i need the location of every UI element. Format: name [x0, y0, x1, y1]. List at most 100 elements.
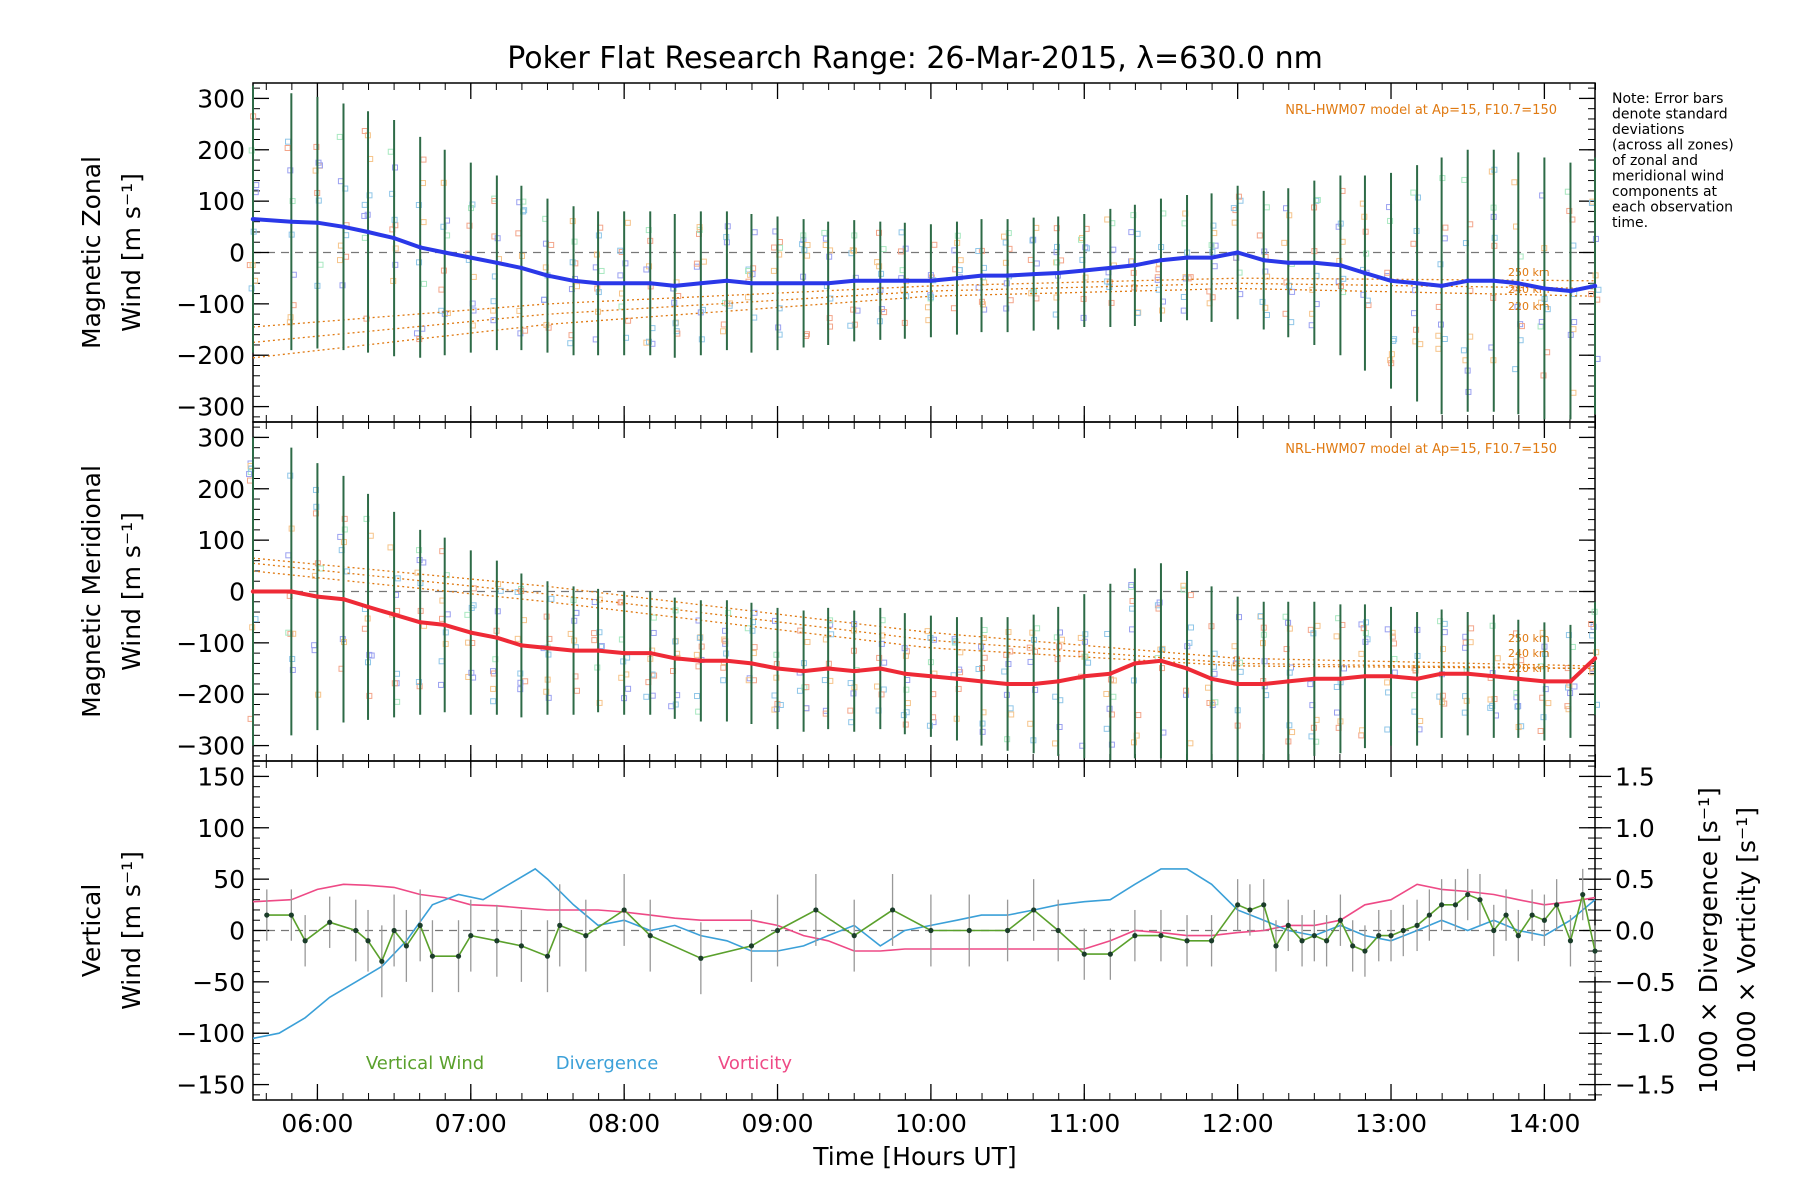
zone-sample [1029, 237, 1036, 244]
zone-sample [442, 640, 449, 647]
zonal-wind-point [1568, 288, 1573, 294]
zone-sample [1032, 686, 1039, 693]
zone-sample [596, 699, 603, 706]
zonal-wind-point [1082, 268, 1087, 273]
zone-sample [598, 267, 605, 274]
zone-sample [1054, 243, 1061, 250]
zone-sample [1129, 626, 1136, 633]
zone-sample [618, 674, 625, 681]
zone-sample [413, 330, 420, 337]
zone-sample [341, 526, 348, 533]
note-line: Note: Error bars [1612, 91, 1723, 107]
vertical-wind-point [966, 927, 972, 934]
vertical-wind-point [1465, 891, 1471, 898]
zone-sample [1003, 305, 1010, 312]
y-tick-label: 100 [197, 187, 245, 216]
zone-sample [344, 568, 351, 575]
zone-sample [470, 273, 477, 280]
note-line: components at [1612, 184, 1718, 200]
vertical-wind-point [1350, 943, 1356, 949]
vertical-wind-point [1477, 897, 1483, 903]
zonal-wind-point [801, 281, 806, 286]
zone-sample [1026, 644, 1033, 651]
zone-sample [574, 283, 581, 290]
zone-sample [416, 547, 423, 554]
y-tick-label: −300 [176, 732, 245, 761]
zone-sample [720, 664, 727, 671]
zone-sample [773, 674, 780, 681]
zone-sample [490, 307, 497, 314]
zone-sample [880, 686, 887, 693]
y-tick-label: 0 [229, 578, 245, 607]
zone-sample [438, 658, 445, 665]
zone-sample [770, 267, 777, 274]
zone-sample [543, 688, 550, 695]
note-line: of zonal and [1612, 153, 1698, 169]
zone-sample [596, 629, 603, 636]
zonal-wind-point [648, 281, 653, 286]
vertical-wind-point [518, 943, 525, 949]
zone-sample [312, 510, 319, 517]
zone-sample [1341, 665, 1348, 672]
zone-sample [317, 261, 324, 268]
zonal-wind-point [698, 281, 704, 286]
meridional-wind-point [315, 594, 320, 599]
zone-sample [285, 552, 292, 559]
zone-sample [979, 728, 986, 735]
meridional-wind-point [1108, 671, 1113, 676]
zone-sample [1187, 624, 1194, 631]
zone-sample [1384, 726, 1391, 733]
legend-entry: Divergence [556, 1053, 659, 1074]
zone-sample [645, 227, 652, 234]
zone-sample [1211, 263, 1218, 270]
panel-vertical: 150 100 50 0 −50 −100 −150 Vertical Wind [m s⁻¹]… [77, 760, 1761, 1138]
y-tick-label: 0 [229, 917, 245, 946]
zone-sample [931, 241, 938, 248]
zone-sample [1570, 326, 1577, 333]
y-tick-label: −100 [176, 1019, 245, 1048]
meridional-wind-point [801, 668, 806, 674]
zone-sample [1052, 740, 1059, 747]
y-tick-label: 200 [197, 475, 245, 504]
zone-sample [392, 261, 399, 268]
meridional-wind-point [1286, 679, 1291, 684]
divergence-axis-label: 1000 × Divergence [s⁻¹] [1694, 787, 1723, 1094]
zonal-wind-point [1388, 278, 1394, 283]
zone-sample [1360, 625, 1367, 632]
zone-sample [1595, 286, 1602, 293]
zone-sample [289, 666, 296, 673]
vertical-wind-point [327, 919, 333, 925]
zone-sample [387, 544, 394, 551]
zone-sample [1003, 651, 1010, 658]
vertical-wind-point [494, 938, 500, 944]
zone-sample [957, 257, 964, 264]
zone-sample [490, 298, 497, 305]
zone-sample [720, 328, 727, 335]
hwm-annotation: NRL-HWM07 model at Ap=15, F10.7=150 [1285, 103, 1557, 118]
zone-sample [440, 223, 447, 230]
zone-sample [975, 248, 982, 255]
vertical-wind-point [1503, 912, 1509, 918]
zonal-wind-point [1542, 286, 1547, 291]
zone-sample [881, 309, 888, 316]
vertical-wind-point [1324, 938, 1330, 944]
y-tick-label: 300 [197, 84, 245, 113]
zone-sample [415, 679, 422, 686]
vertical-wind-point [288, 912, 294, 918]
y2-tick-label: −1.0 [1615, 1019, 1676, 1048]
zone-sample [545, 694, 552, 701]
zone-sample [1082, 631, 1089, 638]
zone-sample [416, 259, 423, 266]
vertical-wind-point [1081, 951, 1087, 957]
zone-sample [313, 503, 320, 510]
zone-sample [874, 683, 881, 690]
meridional-wind-point [1132, 661, 1138, 666]
zonal-wind-point [749, 281, 754, 286]
zone-sample [1363, 250, 1370, 257]
y2-tick-label: 1.0 [1615, 814, 1655, 843]
y-axis-label: Magnetic Zonal [77, 156, 106, 349]
zone-sample [567, 340, 574, 347]
zone-sample [876, 654, 883, 661]
zone-sample [1159, 646, 1166, 653]
